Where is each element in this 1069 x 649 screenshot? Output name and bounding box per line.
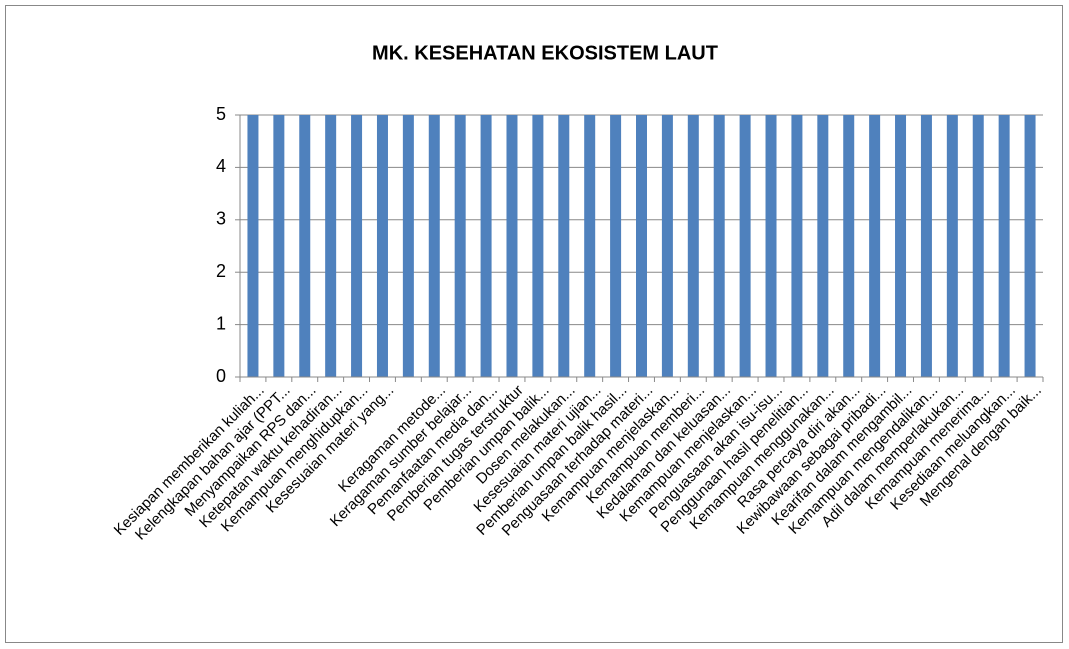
bar xyxy=(584,115,596,377)
bar xyxy=(402,115,414,377)
bar xyxy=(869,115,881,377)
bar xyxy=(895,115,907,377)
y-tick-label: 2 xyxy=(216,261,226,281)
bar xyxy=(998,115,1010,377)
bar xyxy=(506,115,518,377)
bar xyxy=(972,115,984,377)
bar xyxy=(713,115,725,377)
bar xyxy=(636,115,647,377)
y-tick-label: 4 xyxy=(216,156,226,176)
bar xyxy=(325,115,337,377)
bar xyxy=(247,115,259,377)
bar xyxy=(920,115,932,377)
bar xyxy=(558,115,570,377)
y-tick-label: 1 xyxy=(216,313,226,333)
bar xyxy=(791,115,803,377)
bar xyxy=(273,115,285,377)
bar xyxy=(299,115,311,377)
bar xyxy=(687,115,699,377)
y-tick-label: 3 xyxy=(216,209,226,229)
bar xyxy=(454,115,466,377)
bar xyxy=(843,115,855,377)
bar xyxy=(480,115,492,377)
bar xyxy=(376,115,388,377)
bar xyxy=(765,115,777,377)
y-tick-label: 5 xyxy=(216,104,226,124)
bar xyxy=(946,115,958,377)
bar xyxy=(532,115,544,377)
bar xyxy=(428,115,440,377)
y-tick-label: 0 xyxy=(216,366,226,386)
bar xyxy=(817,115,829,377)
bar xyxy=(661,115,673,377)
chart-title: MK. KESEHATAN EKOSISTEM LAUT xyxy=(372,42,718,64)
bar xyxy=(351,115,363,377)
bar xyxy=(1024,115,1036,377)
bar xyxy=(610,115,622,377)
bar xyxy=(739,115,751,377)
